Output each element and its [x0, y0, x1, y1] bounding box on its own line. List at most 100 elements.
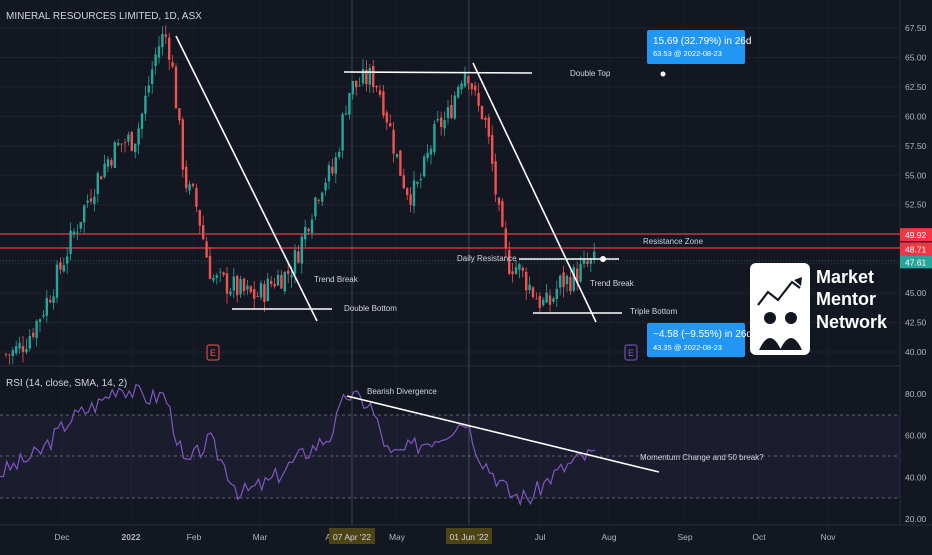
earnings-marker-2-label: E: [628, 348, 634, 358]
chart-title: MINERAL RESOURCES LIMITED, 1D, ASX: [6, 11, 202, 22]
annotation-resistance-zone: Resistance Zone: [643, 237, 704, 246]
candle-body: [331, 167, 334, 174]
logo-line-1: Market: [816, 267, 874, 287]
annotation-daily-resistance: Daily Resistance: [457, 254, 517, 263]
candle-body: [15, 346, 18, 354]
price-tag: [900, 242, 932, 256]
price-tick-label: 57.50: [905, 141, 927, 151]
candle-body: [467, 76, 470, 84]
candle-body: [562, 272, 565, 288]
candle-body: [317, 200, 320, 201]
candle-body: [457, 87, 460, 98]
candle-body: [253, 289, 256, 299]
candle-body: [222, 272, 225, 275]
candle-body: [144, 95, 147, 114]
candle-body: [154, 54, 157, 66]
candle-body: [270, 280, 273, 285]
price-tag: [900, 255, 932, 269]
candle-body: [290, 275, 293, 278]
candle-body: [89, 198, 93, 202]
candle-body: [324, 182, 327, 191]
candle-body: [297, 251, 300, 263]
projection-point-upper[interactable]: [660, 71, 666, 77]
candle-body: [79, 221, 82, 229]
candle-body: [589, 258, 592, 264]
annotation-momentum-change: Momentum Change and 50 break?: [640, 453, 764, 462]
candle-body: [287, 270, 290, 274]
candle-body: [293, 250, 297, 274]
candle-body: [412, 180, 416, 207]
time-tick-label: Jul: [535, 532, 546, 542]
candle-body: [525, 271, 528, 291]
candle-body: [429, 148, 433, 155]
candle-body: [38, 319, 42, 322]
candle-body: [477, 92, 480, 106]
rsi-tick-label: 20.00: [905, 514, 927, 524]
candle-body: [117, 142, 120, 146]
candle-body: [103, 163, 106, 177]
double-top-line: [343, 71, 533, 74]
price-tick-label: 55.00: [905, 170, 927, 180]
candle-body: [161, 34, 164, 48]
candle-body: [181, 119, 184, 170]
candle-body: [433, 123, 436, 153]
candle-body: [416, 181, 419, 184]
price-tick-label: 40.00: [905, 347, 927, 357]
earnings-marker-1[interactable]: E: [206, 344, 220, 361]
candle-body: [531, 287, 535, 297]
candle-body: [35, 320, 38, 339]
person-icon: [785, 312, 797, 324]
annotation-double-top: Double Top: [570, 69, 611, 78]
candle-body: [372, 65, 375, 87]
price-tag: [900, 228, 932, 242]
candle-body: [205, 241, 208, 258]
candle-body: [545, 292, 548, 303]
time-axis[interactable]: Dec2022FebMarAprMayJunJulAugSepOctNov07 …: [54, 528, 836, 544]
candle-body: [127, 134, 130, 142]
candle-body: [392, 129, 395, 154]
measure-box-lower[interactable]: −4.58 (−9.55%) in 26d 43.35 @ 2022-08-23: [647, 323, 752, 357]
candle-body: [443, 119, 446, 129]
candle-body: [4, 353, 8, 355]
candle-body: [419, 178, 422, 181]
price-tick-label: 60.00: [905, 111, 927, 121]
candle-body: [446, 107, 450, 119]
candle-body: [198, 210, 201, 226]
candle-body: [276, 274, 280, 286]
price-tick-label: 52.50: [905, 200, 927, 210]
candle-body: [409, 194, 412, 205]
candle-body: [494, 161, 497, 195]
measure-box-upper[interactable]: 15.69 (32.79%) in 26d 63.53 @ 2022-08-23: [647, 30, 751, 64]
daily-resistance-point[interactable]: [600, 256, 606, 262]
rsi-tick-label: 80.00: [905, 389, 927, 399]
candle-body: [460, 83, 463, 90]
candle-body: [514, 267, 518, 274]
candle-body: [450, 105, 453, 119]
candle-body: [11, 350, 14, 356]
candle-body: [423, 156, 426, 177]
candle-body: [321, 192, 324, 202]
candle-body: [93, 196, 96, 204]
candle-body: [389, 123, 392, 127]
candle-body: [497, 197, 501, 205]
candle-body: [511, 271, 514, 275]
candle-body: [542, 299, 545, 306]
candle-body: [368, 68, 371, 85]
candle-body: [508, 250, 511, 274]
date-highlight-label: 01 Jun '22: [450, 532, 489, 542]
candle-body: [365, 69, 368, 85]
candle-body: [470, 83, 473, 90]
chart-arrow-icon: [757, 280, 801, 306]
rsi-axis[interactable]: 80.00 60.00 40.00 20.00: [905, 389, 927, 524]
candle-body: [208, 255, 212, 280]
price-tag-label: 49.92: [905, 230, 927, 240]
candle-body: [215, 275, 218, 278]
candle-body: [402, 175, 405, 189]
earnings-marker-2[interactable]: E: [624, 344, 638, 361]
date-highlight-label: 07 Apr '22: [333, 532, 371, 542]
candle-body: [535, 298, 538, 300]
candle-body: [249, 286, 252, 293]
price-tick-label: 62.50: [905, 82, 927, 92]
candle-body: [480, 106, 484, 119]
